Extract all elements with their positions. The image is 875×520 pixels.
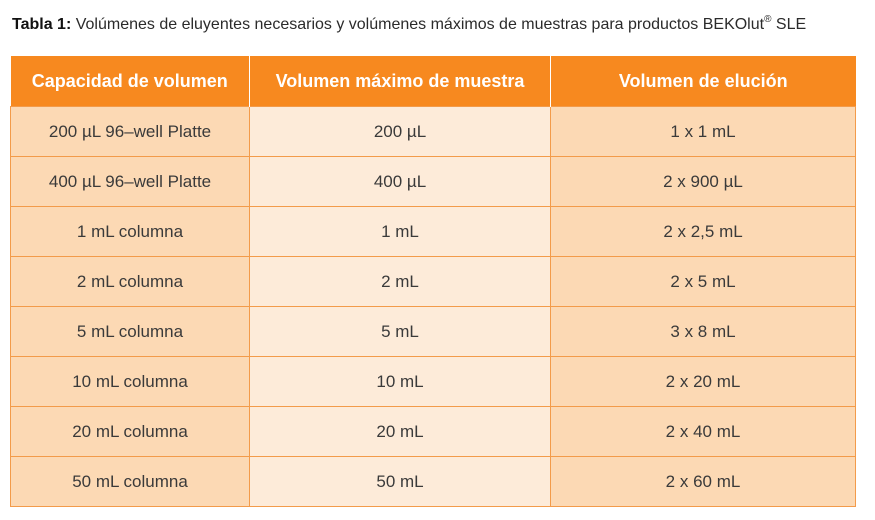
capacity-cell: 200 µL 96–well Platte [10, 106, 250, 157]
max-sample-cell: 10 mL [249, 356, 551, 407]
caption-text: Volúmenes de eluyentes necesarios y volú… [71, 16, 765, 33]
max-sample-cell: 400 µL [249, 156, 551, 207]
elution-cell: 1 x 1 mL [550, 106, 856, 157]
header-max-sample: Volumen máximo de muestra [249, 56, 551, 107]
table-row: 50 mL columna 50 mL 2 x 60 mL [10, 456, 856, 507]
elution-cell: 3 x 8 mL [550, 306, 856, 357]
elution-cell: 2 x 900 µL [550, 156, 856, 207]
table-row: 1 mL columna 1 mL 2 x 2,5 mL [10, 206, 856, 257]
registered-mark: ® [764, 14, 772, 25]
header-elution: Volumen de elución [550, 56, 856, 107]
elution-cell: 2 x 40 mL [550, 406, 856, 457]
max-sample-cell: 50 mL [249, 456, 551, 507]
table-row: 5 mL columna 5 mL 3 x 8 mL [10, 306, 856, 357]
capacity-cell: 1 mL columna [10, 206, 250, 257]
max-sample-cell: 20 mL [249, 406, 551, 457]
capacity-cell: 20 mL columna [10, 406, 250, 457]
max-sample-cell: 1 mL [249, 206, 551, 257]
max-sample-cell: 2 mL [249, 256, 551, 307]
header-row: Capacidad de volumen Volumen máximo de m… [10, 56, 856, 107]
elution-cell: 2 x 20 mL [550, 356, 856, 407]
table-row: 20 mL columna 20 mL 2 x 40 mL [10, 406, 856, 457]
volumes-table: Capacidad de volumen Volumen máximo de m… [10, 56, 856, 507]
caption-label: Tabla 1: [12, 16, 72, 33]
capacity-cell: 5 mL columna [10, 306, 250, 357]
table-caption: Tabla 1: Volúmenes de eluyentes necesari… [12, 14, 806, 34]
table-row: 400 µL 96–well Platte 400 µL 2 x 900 µL [10, 156, 856, 207]
elution-cell: 2 x 2,5 mL [550, 206, 856, 257]
caption-suffix: SLE [771, 16, 807, 33]
max-sample-cell: 200 µL [249, 106, 551, 157]
elution-cell: 2 x 60 mL [550, 456, 856, 507]
table-row: 200 µL 96–well Platte 200 µL 1 x 1 mL [10, 106, 856, 157]
table-row: 10 mL columna 10 mL 2 x 20 mL [10, 356, 856, 407]
capacity-cell: 50 mL columna [10, 456, 250, 507]
table-row: 2 mL columna 2 mL 2 x 5 mL [10, 256, 856, 307]
header-capacity: Capacidad de volumen [10, 56, 250, 107]
max-sample-cell: 5 mL [249, 306, 551, 357]
capacity-cell: 400 µL 96–well Platte [10, 156, 250, 207]
elution-cell: 2 x 5 mL [550, 256, 856, 307]
capacity-cell: 2 mL columna [10, 256, 250, 307]
capacity-cell: 10 mL columna [10, 356, 250, 407]
